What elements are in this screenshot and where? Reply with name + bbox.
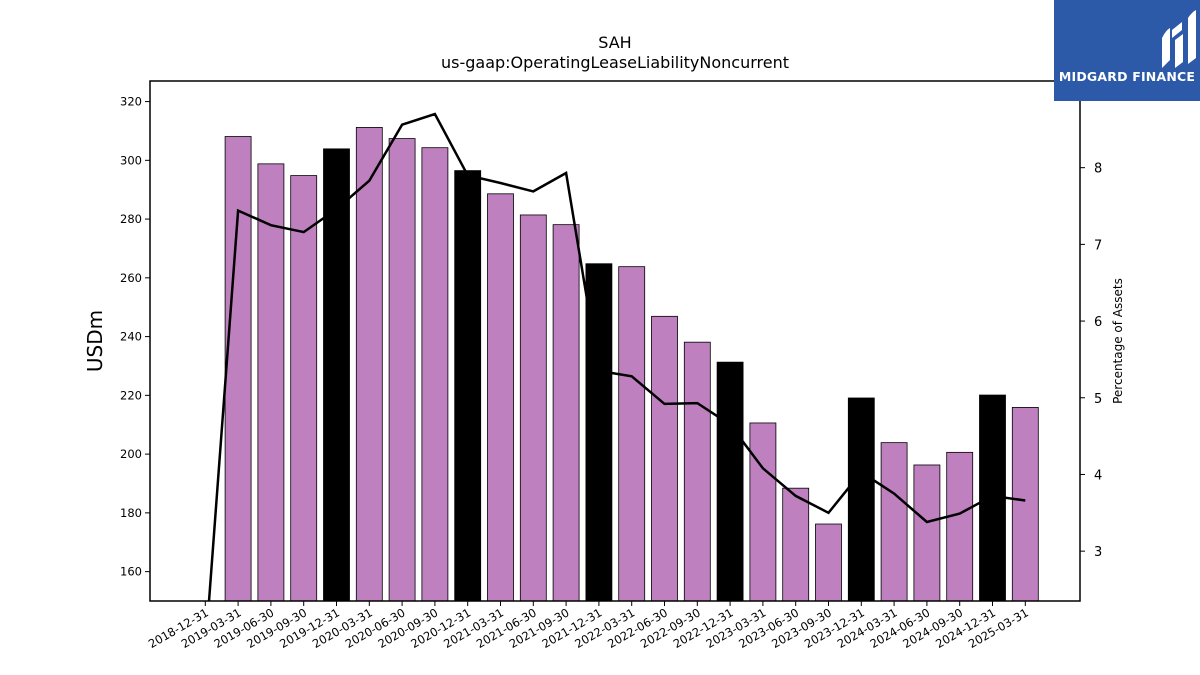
bar-2024-06-30 [913, 464, 941, 602]
y-tick-label: 240 [120, 330, 142, 344]
bar-2020-03-31 [355, 127, 383, 602]
bar-2020-09-30 [421, 147, 449, 602]
bar-2023-06-30 [782, 487, 810, 602]
y2-tick-label: 8 [1094, 162, 1102, 177]
bar-2022-06-30 [651, 315, 678, 602]
brand-name: MIDGARD FINANCE [1058, 69, 1196, 84]
bar-2021-06-30 [519, 214, 547, 602]
bar-2021-03-31 [487, 193, 514, 602]
y2-tick-label: 5 [1094, 392, 1102, 407]
bar-2022-03-31 [618, 266, 646, 602]
bar-2019-03-31 [224, 136, 252, 602]
bar-2023-03-31 [749, 422, 777, 602]
bar-group [224, 127, 1039, 602]
bar-2025-03-31 [1011, 406, 1039, 602]
bar-2019-06-30 [257, 163, 285, 602]
y2-tick-label: 6 [1094, 315, 1102, 330]
y-axis-label: USDm [83, 310, 107, 372]
y-tick-label: 300 [120, 153, 142, 167]
y-tick-label: 220 [120, 388, 142, 402]
y2-tick-label: 3 [1094, 545, 1102, 560]
bar-2023-12-31 [847, 397, 875, 602]
bar-2022-09-30 [683, 341, 711, 602]
bar-2022-12-31 [716, 361, 744, 602]
bar-2024-09-30 [946, 451, 974, 602]
y-tick-label: 160 [120, 565, 142, 579]
y-tick-label: 260 [120, 271, 142, 285]
chart-subtitle: us-gaap:OperatingLeaseLiabilityNoncurren… [440, 53, 790, 72]
logo-mark-icon [1162, 10, 1196, 68]
bar-2024-03-31 [880, 442, 908, 602]
y-tick-label: 280 [120, 212, 142, 226]
line-group [207, 112, 1026, 601]
bar-2020-06-30 [388, 138, 416, 602]
y-tick-label: 180 [120, 506, 142, 520]
bar-2021-09-30 [552, 224, 580, 602]
brand-logo: MIDGARD FINANCE [1054, 0, 1200, 101]
bar-2023-09-30 [815, 523, 842, 602]
line-series [207, 112, 1026, 601]
bar-2019-09-30 [290, 175, 318, 602]
chart-title: SAH [598, 33, 632, 52]
y-axis-right: 3 4 5 6 7 8 [1080, 162, 1102, 560]
bar-2020-12-31 [454, 170, 482, 602]
y-tick-label: 320 [120, 95, 142, 109]
y-tick-label: 200 [120, 447, 142, 461]
plot-frame [149, 80, 1081, 602]
y2-tick-label: 4 [1094, 468, 1102, 483]
bar-2019-12-31 [323, 148, 350, 602]
y-axis-left: 160 180 200 220 240 260 280 300 320 [120, 95, 150, 579]
y-axis-right-label: Percentage of Assets [1111, 278, 1125, 404]
y2-tick-label: 7 [1094, 238, 1102, 253]
x-axis: 2018-12-312019-03-312019-06-302019-09-30… [146, 601, 1031, 651]
